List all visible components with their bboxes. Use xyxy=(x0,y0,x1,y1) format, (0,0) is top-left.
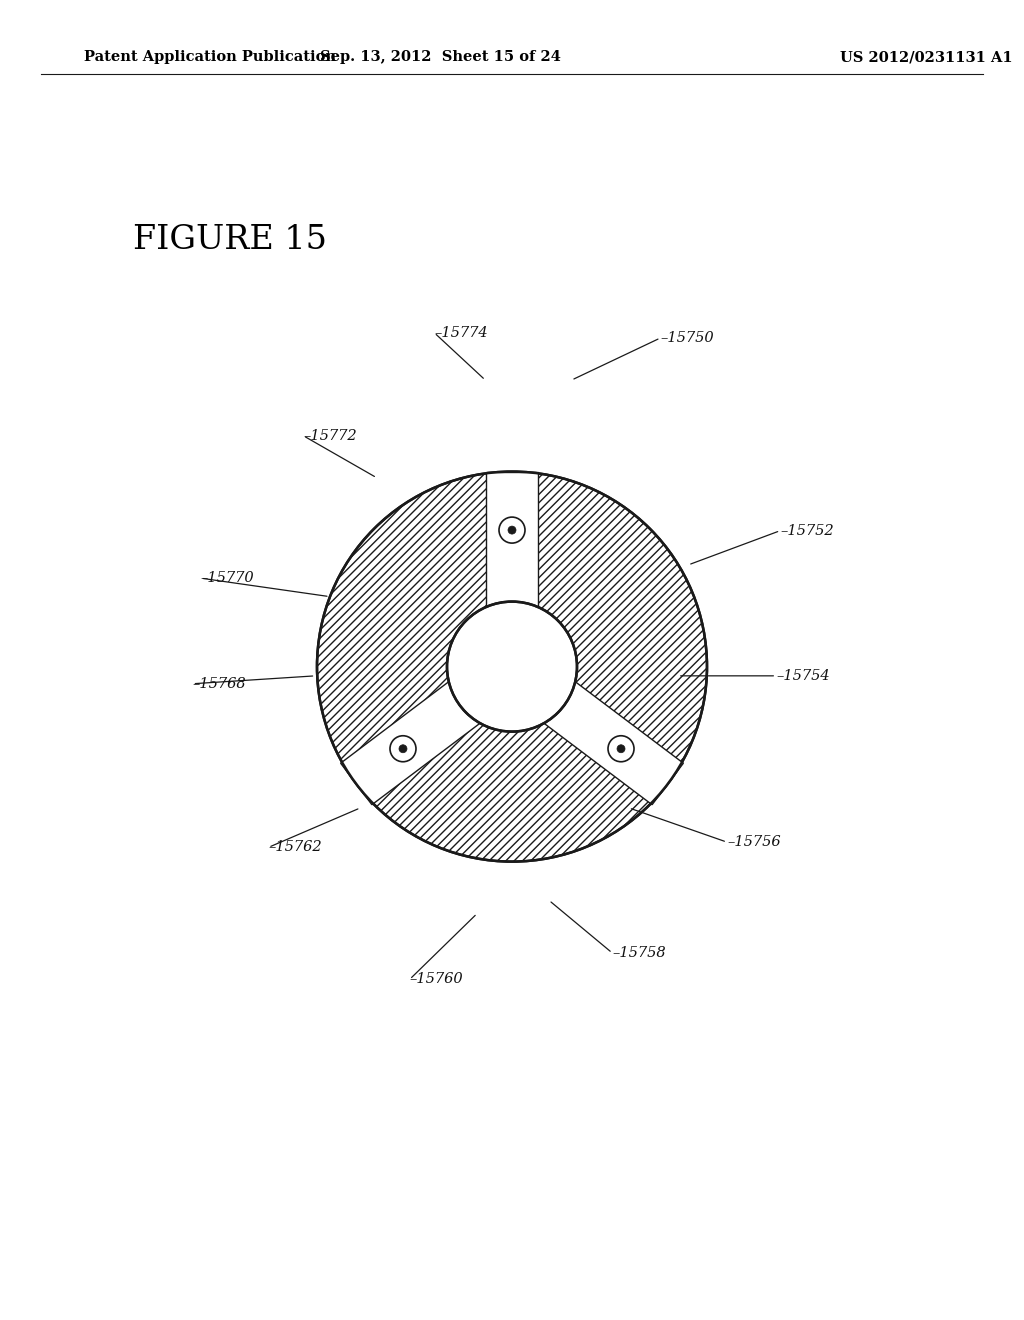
Text: –15750: –15750 xyxy=(660,331,714,345)
Ellipse shape xyxy=(390,735,416,762)
Text: –15760: –15760 xyxy=(410,973,463,986)
Text: –15752: –15752 xyxy=(780,524,834,537)
Ellipse shape xyxy=(499,517,525,543)
Ellipse shape xyxy=(508,527,516,535)
Ellipse shape xyxy=(617,744,625,752)
Ellipse shape xyxy=(317,471,707,862)
Text: –15770: –15770 xyxy=(201,572,254,585)
Text: –15774: –15774 xyxy=(434,326,487,339)
Text: –15768: –15768 xyxy=(193,677,246,690)
Polygon shape xyxy=(486,471,538,667)
Ellipse shape xyxy=(608,735,634,762)
Text: –15772: –15772 xyxy=(303,429,356,442)
Text: –15756: –15756 xyxy=(727,836,780,849)
Polygon shape xyxy=(341,645,527,805)
Text: –15754: –15754 xyxy=(776,669,829,682)
Text: US 2012/0231131 A1: US 2012/0231131 A1 xyxy=(840,50,1013,65)
Text: –15762: –15762 xyxy=(268,841,322,854)
Text: Patent Application Publication: Patent Application Publication xyxy=(84,50,336,65)
Text: –15758: –15758 xyxy=(612,946,666,960)
Ellipse shape xyxy=(447,602,577,731)
Text: Sep. 13, 2012  Sheet 15 of 24: Sep. 13, 2012 Sheet 15 of 24 xyxy=(319,50,561,65)
Polygon shape xyxy=(497,645,683,805)
Ellipse shape xyxy=(399,744,407,752)
Text: FIGURE 15: FIGURE 15 xyxy=(133,224,327,256)
